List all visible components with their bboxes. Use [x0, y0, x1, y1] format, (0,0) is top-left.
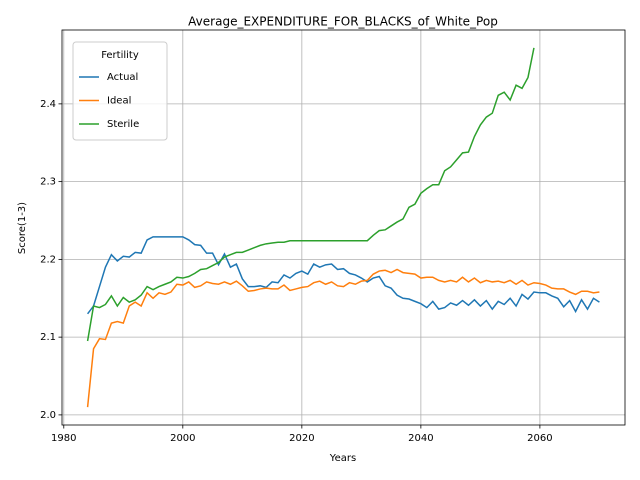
line-series	[86, 47, 535, 342]
chart-title: Average_EXPENDITURE_FOR_BLACKS_of_White_…	[188, 15, 498, 29]
y-tick-label: 2.0	[40, 410, 56, 421]
x-axis-label: Years	[329, 453, 356, 464]
y-tick-label: 2.4	[40, 99, 56, 110]
line-series	[86, 236, 600, 315]
x-tick-label: 2000	[170, 433, 195, 444]
legend-box	[72, 41, 168, 141]
legend-label: Ideal	[107, 96, 131, 107]
y-axis-label: Score(1-3)	[17, 202, 28, 254]
x-tick-label: 2020	[289, 433, 314, 444]
legend-title: Fertility	[101, 50, 139, 61]
x-tick-label: 1980	[51, 433, 76, 444]
plot-frame	[61, 29, 626, 426]
legend-label: Actual	[107, 72, 138, 83]
x-tick-label: 2040	[408, 433, 433, 444]
y-tick-label: 2.2	[40, 254, 56, 265]
x-tick-label: 2060	[527, 433, 552, 444]
y-tick-label: 2.1	[40, 332, 56, 343]
line-series	[86, 268, 600, 408]
legend-label: Sterile	[107, 119, 139, 130]
y-tick-label: 2.3	[40, 177, 56, 188]
